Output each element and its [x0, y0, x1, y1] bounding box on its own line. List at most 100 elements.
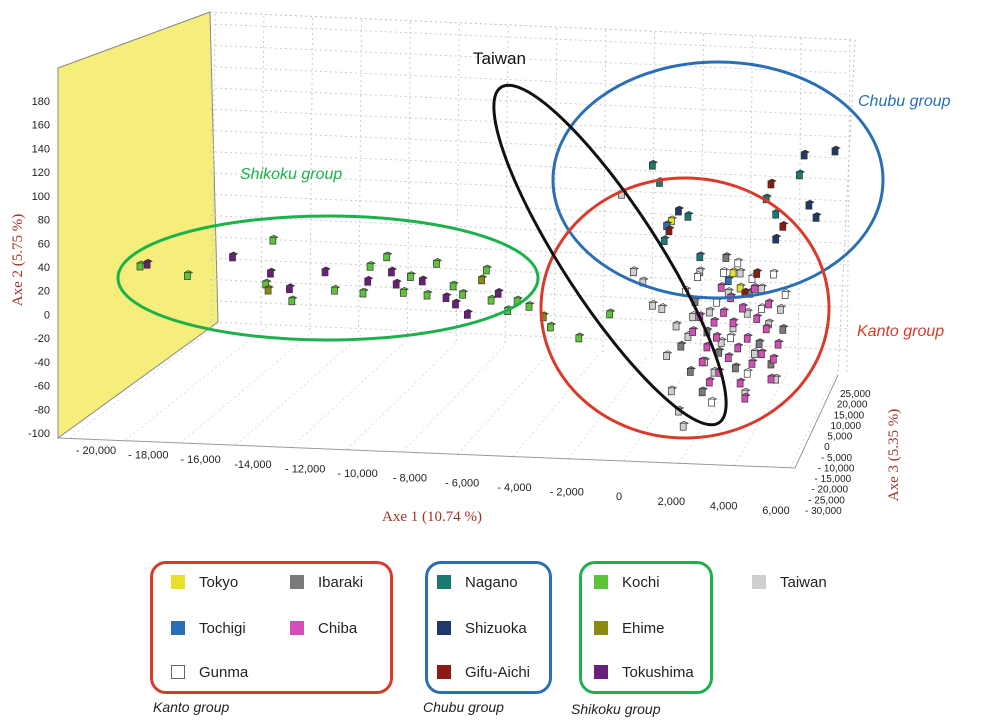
point-body: [755, 340, 763, 348]
point-gunma: [769, 268, 779, 279]
point-kochi: [366, 260, 376, 271]
point-body: [575, 334, 583, 343]
point-gunma: [719, 267, 730, 277]
point-body: [713, 298, 720, 307]
x-tick-label: 0: [616, 491, 622, 503]
x-tick-label: - 2,000: [550, 487, 584, 499]
x-tick-label: 2,000: [658, 496, 686, 508]
point-kochi: [136, 260, 146, 271]
point-body: [729, 269, 737, 278]
point-ehime: [264, 284, 274, 295]
point-body: [667, 387, 675, 396]
point-taiwan: [743, 307, 753, 318]
point-body: [463, 311, 471, 319]
point-body: [525, 302, 533, 311]
scatter-plot-3d: 180 160 140 120 100 80 60 40 20 0 -20 -40 -60 -80 -100…: [10, 11, 951, 525]
legend-item-kochi: Kochi: [594, 574, 660, 591]
point-body: [724, 277, 732, 285]
point-shizuoka: [800, 149, 810, 160]
y-tick-label: 60: [38, 238, 50, 250]
point-kochi: [432, 258, 443, 268]
x-tick-label: - 12,000: [285, 463, 325, 475]
point-body: [698, 388, 706, 397]
point-body: [388, 268, 395, 277]
point-body: [286, 285, 293, 294]
point-nagano: [660, 235, 670, 245]
point-tokushima: [228, 251, 239, 262]
right-edge: [837, 39, 856, 376]
point-shizuoka: [812, 212, 822, 222]
point-body: [452, 300, 459, 309]
grid-line: [623, 361, 695, 462]
point-taiwan: [776, 303, 787, 314]
point-body: [684, 332, 692, 341]
point-nagano: [696, 251, 706, 262]
grid-line: [209, 44, 851, 74]
z-tick-label: 10,000: [830, 421, 861, 432]
point-nagano: [648, 159, 659, 170]
y-axis-title: Axe 2 (5.75 %): [10, 214, 26, 306]
point-body: [781, 291, 789, 299]
y-tick-label: 160: [32, 120, 50, 132]
point-gunma: [781, 289, 791, 299]
point-body: [705, 308, 713, 317]
grid-line: [291, 337, 410, 448]
point-tokushima: [143, 258, 153, 269]
point-tokushima: [494, 288, 504, 298]
point-chiba: [741, 392, 751, 403]
y-tick-label: 0: [44, 309, 50, 321]
point-nagano: [684, 211, 694, 221]
z-tick-label: - 30,000: [805, 506, 842, 517]
x-axis-ticks: - 20,000- 18,000- 16,000 -14,000- 12,000-…: [76, 445, 790, 517]
point-chiba: [738, 302, 749, 313]
point-body: [689, 328, 697, 336]
y-tick-label: -40: [34, 357, 50, 369]
point-body: [736, 284, 744, 293]
point-body: [679, 422, 687, 431]
grid-line: [602, 29, 607, 355]
grid-line: [209, 300, 851, 330]
point-body: [772, 235, 780, 244]
legend-item-taiwan: Taiwan: [752, 574, 827, 591]
legend-label: Taiwan: [780, 574, 827, 591]
point-kochi: [605, 308, 616, 319]
point-body: [762, 325, 770, 334]
point-chiba: [769, 353, 779, 364]
point-body: [779, 222, 787, 231]
point-shizuoka: [772, 233, 782, 244]
chubu-ellipse: [551, 60, 885, 300]
shizuoka-swatch: [437, 621, 451, 635]
grid-line: [406, 21, 411, 339]
grid-line: [209, 321, 851, 351]
legend-item-shizuoka: Shizuoka: [437, 620, 527, 637]
grid-line: [209, 151, 851, 181]
legend-label: Tochigi: [199, 620, 246, 637]
point-body: [767, 375, 775, 384]
legend-label: Ibaraki: [318, 574, 364, 591]
point-kochi: [383, 251, 393, 262]
grid-line: [209, 215, 851, 245]
grid-line: [180, 329, 316, 443]
tokushima-swatch: [594, 665, 608, 679]
point-ibaraki: [686, 366, 696, 376]
point-body: [321, 268, 329, 277]
point-tokushima: [451, 298, 462, 309]
point-body: [739, 304, 746, 313]
grid-line: [235, 333, 363, 446]
gunma-swatch: [171, 665, 185, 679]
point-chiba: [698, 356, 708, 367]
shikoku-label: Shikoku group: [240, 166, 342, 183]
z-axis-title: Axe 3 (5.35 %): [886, 409, 902, 501]
point-taiwan: [679, 420, 689, 431]
point-body: [777, 305, 784, 314]
x-tick-label: - 20,000: [76, 445, 116, 457]
grid-line: [209, 108, 851, 138]
legend-item-chiba: Chiba: [290, 620, 357, 637]
point-body: [736, 379, 744, 388]
point-body: [606, 310, 614, 319]
grid-line: [209, 23, 851, 53]
point-body: [734, 344, 742, 353]
point-body: [184, 272, 191, 280]
point-tokushima: [387, 266, 398, 277]
nagano-swatch: [437, 575, 451, 589]
